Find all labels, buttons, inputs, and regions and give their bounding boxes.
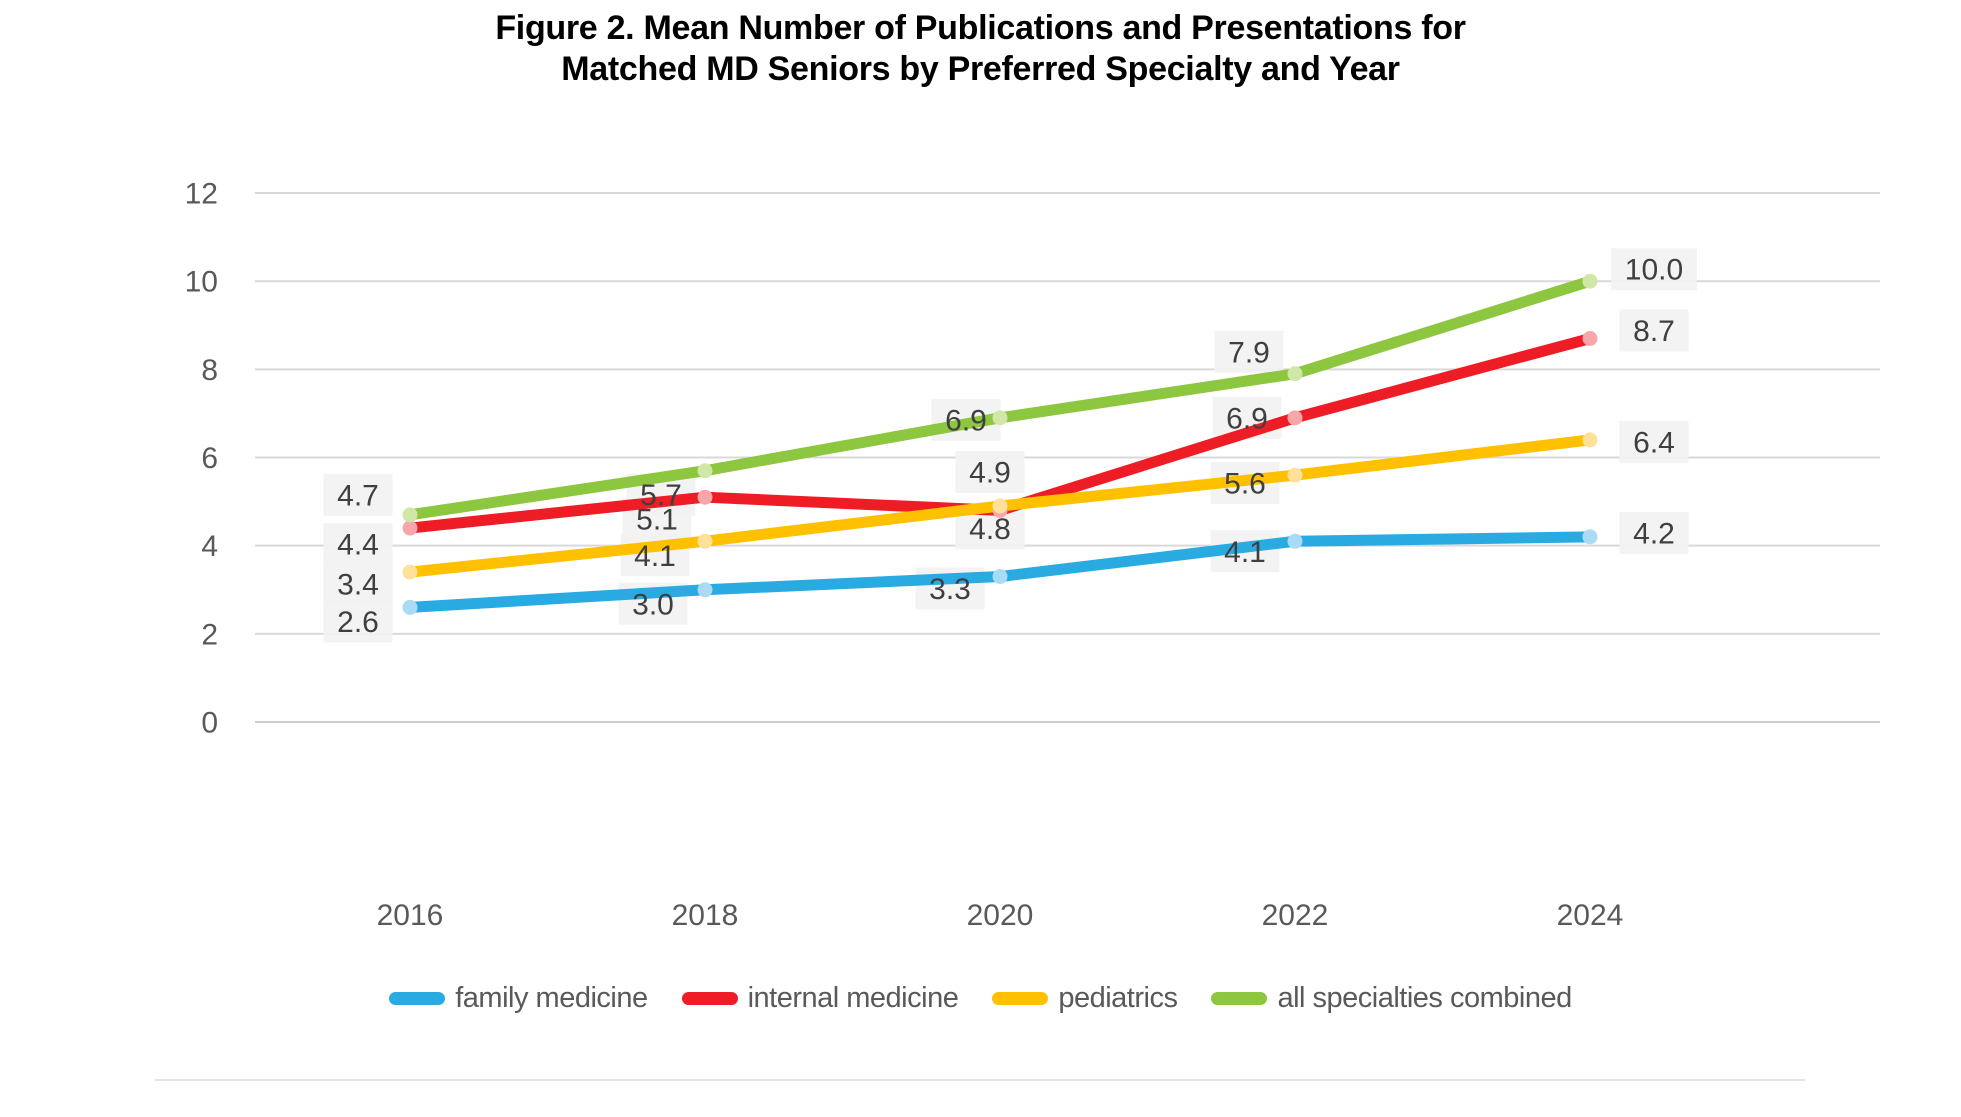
- x-axis-tick-2018: 2018: [672, 899, 739, 932]
- data-point-family-medicine-2020: [992, 569, 1008, 585]
- legend-swatch-pediatrics: [992, 992, 1049, 1005]
- data-point-pediatrics-2020: [992, 498, 1008, 514]
- series-lines: [404, 275, 1596, 613]
- data-label-bg: [1214, 330, 1284, 373]
- data-point-family-medicine-2016: [402, 599, 418, 615]
- x-axis-tick-2020: 2020: [967, 899, 1034, 932]
- data-label-bg: [1619, 309, 1689, 352]
- data-label-pediatrics-2024: 6.4: [1633, 426, 1675, 459]
- data-label-pediatrics-2020: 4.9: [969, 457, 1011, 490]
- data-point-pediatrics-2024: [1582, 432, 1598, 448]
- data-point-pediatrics-2018: [697, 533, 713, 549]
- data-label-bg: [323, 563, 393, 606]
- legend-item-family-medicine: family medicine: [389, 982, 648, 1015]
- data-point-family-medicine-2022: [1287, 533, 1303, 549]
- data-label-all-specialties-combined-2022: 7.9: [1228, 336, 1270, 369]
- data-label-internal-medicine-2022: 6.9: [1226, 402, 1268, 435]
- data-label-family-medicine-2016: 2.6: [337, 606, 379, 639]
- x-axis-tick-2024: 2024: [1557, 899, 1624, 932]
- data-label-internal-medicine-2024: 8.7: [1633, 315, 1675, 348]
- data-label-bg: [1619, 420, 1689, 463]
- x-axis-tick-2016: 2016: [377, 899, 444, 932]
- y-axis-tick-6: 6: [201, 442, 218, 475]
- chart-legend: family medicine internal medicine pediatri…: [0, 982, 1961, 1015]
- data-point-internal-medicine-2022: [1287, 410, 1303, 426]
- legend-swatch-family-medicine: [389, 992, 446, 1005]
- data-point-family-medicine-2024: [1582, 529, 1598, 545]
- data-point-internal-medicine-2018: [697, 489, 713, 505]
- data-label-bg: [955, 451, 1025, 494]
- legend-item-internal-medicine: internal medicine: [681, 982, 959, 1015]
- legend-label-internal-medicine: internal medicine: [747, 982, 959, 1014]
- data-label-pediatrics-2018: 4.1: [634, 540, 676, 573]
- data-point-all-specialties-combined-2018: [697, 463, 713, 479]
- data-label-all-specialties-combined-2018: 5.7: [640, 479, 682, 512]
- data-point-internal-medicine-2024: [1582, 331, 1598, 347]
- legend-swatch-all-specialties-combined: [1211, 992, 1268, 1005]
- data-point-pediatrics-2022: [1287, 467, 1303, 483]
- data-label-bg: [323, 600, 393, 643]
- legend-item-pediatrics: pediatrics: [992, 982, 1178, 1015]
- data-label-family-medicine-2020: 3.3: [929, 573, 971, 606]
- data-label-family-medicine-2018: 3.0: [632, 588, 674, 621]
- legend-swatch-internal-medicine: [681, 992, 738, 1005]
- legend-label-family-medicine: family medicine: [455, 982, 648, 1014]
- data-label-all-specialties-combined-2024: 10.0: [1625, 254, 1683, 287]
- y-axis-tick-10: 10: [185, 266, 218, 299]
- data-label-bg: [1611, 248, 1697, 291]
- x-axis-tick-2022: 2022: [1262, 899, 1329, 932]
- data-point-pediatrics-2016: [402, 564, 418, 580]
- data-label-texts: 2.6 3.0 3.3 4.1 4.2 4.4 5.1 4.8 6.9 8.7 3.4 4.1 4.9 5…: [337, 254, 1683, 639]
- data-point-all-specialties-combined-2020: [992, 410, 1008, 426]
- data-point-all-specialties-combined-2024: [1582, 273, 1598, 289]
- data-point-all-specialties-combined-2022: [1287, 366, 1303, 382]
- data-point-family-medicine-2018: [697, 582, 713, 598]
- data-point-internal-medicine-2016: [402, 520, 418, 536]
- data-label-pediatrics-2016: 3.4: [337, 569, 379, 602]
- chart-title: Figure 2. Mean Number of Publications an…: [0, 8, 1961, 90]
- chart-title-line-1: Figure 2. Mean Number of Publications an…: [495, 9, 1466, 47]
- legend-label-pediatrics: pediatrics: [1058, 982, 1178, 1014]
- data-label-family-medicine-2024: 4.2: [1633, 517, 1675, 550]
- series-markers: [402, 273, 1598, 615]
- chart-title-line-2: Matched MD Seniors by Preferred Specialt…: [561, 49, 1400, 88]
- data-label-internal-medicine-2018: 5.1: [636, 504, 678, 537]
- legend-label-all-specialties-combined: all specialties combined: [1277, 982, 1572, 1014]
- y-axis-tick-4: 4: [201, 530, 218, 563]
- data-label-all-specialties-combined-2016: 4.7: [337, 479, 379, 512]
- data-label-bg: [323, 523, 393, 566]
- bottom-divider-line: [155, 1079, 1805, 1081]
- y-axis-tick-0: 0: [201, 707, 218, 740]
- y-axis-tick-12: 12: [185, 178, 218, 211]
- data-label-internal-medicine-2016: 4.4: [337, 529, 379, 562]
- data-point-all-specialties-combined-2016: [402, 507, 418, 523]
- data-label-bg: [1619, 511, 1689, 554]
- y-axis-tick-2: 2: [201, 618, 218, 651]
- data-label-family-medicine-2022: 4.1: [1224, 536, 1266, 569]
- data-label-pediatrics-2022: 5.6: [1224, 468, 1266, 501]
- data-label-bg: [323, 473, 393, 516]
- y-axis-tick-8: 8: [201, 354, 218, 387]
- data-label-all-specialties-combined-2020: 6.9: [945, 404, 987, 437]
- legend-item-all-specialties-combined: all specialties combined: [1211, 982, 1572, 1015]
- data-label-internal-medicine-2020: 4.8: [969, 513, 1011, 546]
